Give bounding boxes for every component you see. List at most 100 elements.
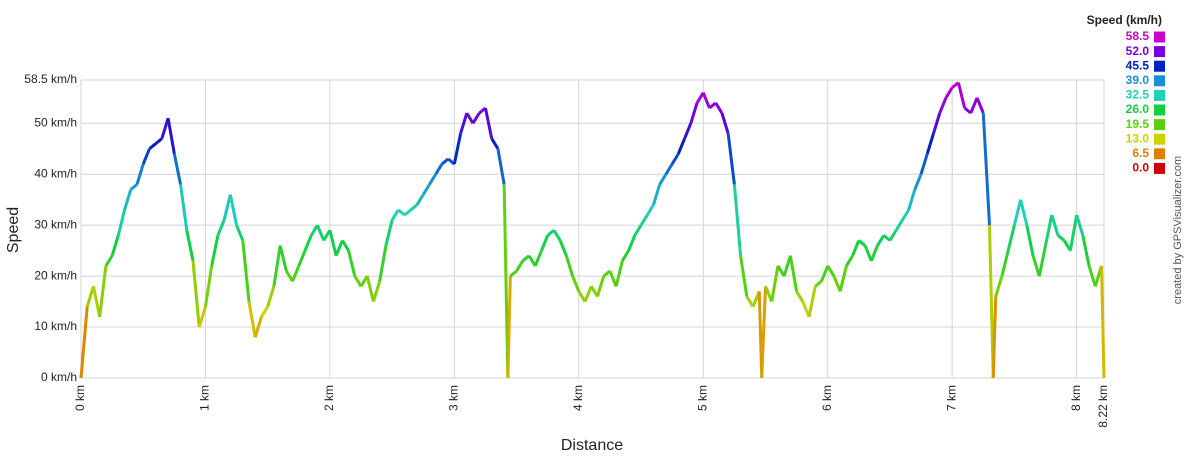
line-segment [683, 122, 693, 140]
line-segment [191, 260, 201, 328]
line-segment [739, 255, 749, 297]
line-segment [203, 265, 214, 307]
x-tick-label: 8.22 km [1096, 385, 1110, 428]
x-tick-label: 7 km [944, 385, 958, 411]
line-segment [421, 183, 431, 196]
legend-label: 32.5 [1126, 88, 1150, 102]
line-segment [901, 209, 910, 221]
line-segment [266, 285, 276, 308]
line-segment [434, 163, 444, 176]
line-segment [123, 189, 133, 211]
line-segment [509, 269, 518, 278]
line-segment [720, 112, 730, 134]
legend-swatch [1154, 75, 1165, 87]
line-segment [1081, 235, 1091, 267]
line-segment [515, 260, 525, 272]
line-segment [820, 265, 830, 282]
line-segment [141, 148, 151, 165]
line-segment [403, 208, 412, 217]
line-segment [583, 285, 593, 303]
line-segment [913, 173, 923, 191]
legend-swatch [1154, 31, 1165, 43]
line-segment [428, 173, 437, 186]
line-segment [465, 112, 475, 125]
legend-title: Speed (km/h) [1087, 13, 1162, 27]
line-segment [596, 275, 606, 297]
legend-swatch [1154, 89, 1165, 101]
line-segment [309, 224, 319, 237]
line-segment [353, 275, 363, 288]
line-segment [760, 286, 767, 379]
line-segment [726, 133, 736, 185]
line-segment [285, 270, 294, 282]
legend-swatch [1154, 133, 1165, 145]
legend-swatch [1154, 60, 1165, 72]
legend-label: 19.5 [1126, 117, 1150, 131]
line-segment [845, 254, 854, 267]
line-segment [994, 275, 1004, 297]
line-segment [1025, 224, 1035, 257]
line-segment [484, 107, 494, 139]
line-segment [689, 102, 699, 124]
line-segment [564, 255, 575, 277]
line-segment [235, 224, 245, 242]
line-segment [452, 133, 463, 165]
line-segment [857, 239, 867, 247]
line-segment [732, 184, 743, 256]
line-segment [1087, 265, 1097, 287]
line-segment [409, 203, 418, 212]
line-segment [506, 276, 512, 379]
line-segment [253, 316, 263, 338]
line-segment [459, 112, 469, 134]
line-segment [1050, 214, 1060, 236]
line-segment [558, 239, 568, 257]
line-segment [807, 286, 817, 318]
line-segment [770, 265, 780, 302]
x-tick-label: 0 km [73, 385, 87, 411]
line-segment [1057, 234, 1066, 242]
line-segment [863, 244, 873, 262]
legend-label: 58.5 [1126, 29, 1150, 43]
legend-label: 6.5 [1132, 146, 1149, 160]
line-segment [148, 142, 157, 150]
legend-label: 26.0 [1126, 102, 1150, 116]
line-segment [316, 224, 326, 242]
line-segment [652, 183, 662, 206]
line-segment [782, 255, 792, 277]
line-segment [216, 219, 226, 236]
line-segment [79, 306, 89, 379]
line-segment [1031, 255, 1041, 277]
line-segment [664, 163, 674, 176]
line-segment [490, 137, 500, 150]
line-segment [384, 219, 394, 246]
line-segment [888, 229, 898, 242]
line-segment [894, 219, 904, 232]
line-segment [1075, 214, 1085, 236]
line-segment [110, 234, 120, 257]
line-segment [907, 189, 917, 211]
line-segment [621, 249, 630, 262]
line-segment [577, 290, 587, 303]
y-tick-label: 50 km/h [34, 115, 77, 129]
x-tick-label: 3 km [447, 385, 461, 411]
line-segment [745, 295, 755, 308]
line-segment [247, 301, 257, 338]
line-segment [969, 97, 979, 114]
x-tick-label: 2 km [322, 385, 336, 411]
line-segment [98, 265, 108, 318]
line-segment [944, 86, 954, 99]
legend-swatch [1154, 104, 1165, 116]
legend-swatch [1154, 162, 1165, 174]
line-segment [633, 224, 643, 237]
line-segment [116, 209, 127, 236]
x-tick-label: 6 km [820, 385, 834, 411]
line-segment [185, 229, 195, 262]
line-segment [932, 112, 942, 134]
x-axis-title: Distance [561, 437, 623, 454]
line-segment [1000, 250, 1010, 277]
line-segment [571, 275, 581, 292]
line-segment [303, 234, 313, 252]
line-segment [179, 184, 189, 231]
line-segment [397, 208, 406, 217]
line-segment [925, 133, 935, 155]
